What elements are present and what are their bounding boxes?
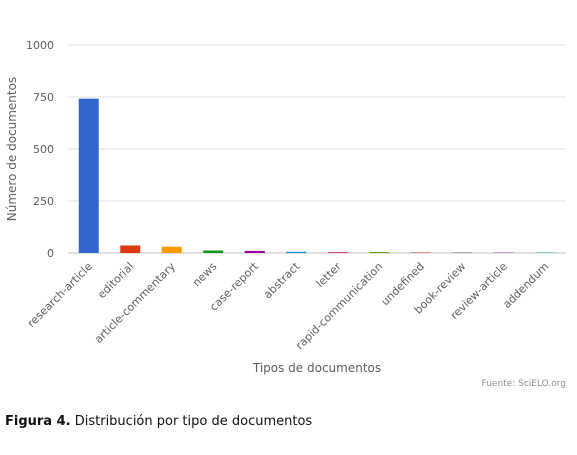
bar-chart: 0 250 500 750 1000 research-article editorial… [5,39,566,389]
figure-caption-text: Distribución por tipo de documentos [70,414,313,429]
y-tick-label: 1000 [26,39,54,52]
bar-abstract[interactable] [286,251,307,253]
bar-undefined[interactable] [410,252,431,254]
y-tick-label: 750 [33,91,54,104]
y-tick-label: 0 [47,247,54,260]
x-tick-label: rapid-communication [293,260,385,352]
x-tick-label: letter [314,260,345,291]
x-tick-label: research-article [25,260,95,330]
x-tick-label: article-commentary [92,260,178,346]
x-axis-title: Tipos de documentos [252,361,381,375]
x-tick-label: abstract [261,259,303,301]
x-tick-label: news [190,260,220,290]
grid-lines [68,44,566,254]
bar-news[interactable] [203,250,224,253]
bars [78,98,556,254]
bar-letter[interactable] [327,251,348,253]
bar-review-article[interactable] [493,252,514,254]
x-tick-label: editorial [95,260,136,301]
bar-book-review[interactable] [452,252,473,254]
bar-article-commentary[interactable] [161,246,182,253]
figure-label: Figura 4. [5,414,71,429]
bar-research-article[interactable] [78,98,99,253]
bar-rapid-communication[interactable] [369,251,390,253]
bar-editorial[interactable] [120,245,141,253]
figure-caption: Figura 4. Distribución por tipo de docum… [5,414,312,429]
source-credit: Fuente: SciELO.org [482,379,566,389]
bar-addendum[interactable] [535,252,556,254]
y-tick-label: 250 [33,195,54,208]
y-axis-ticks: 0 250 500 750 1000 [26,39,54,260]
bar-case-report[interactable] [244,250,265,253]
x-axis-ticks: research-article editorialarticle-comment… [25,259,552,352]
y-axis-title: Número de documentos [5,77,19,221]
y-tick-label: 500 [33,143,54,156]
